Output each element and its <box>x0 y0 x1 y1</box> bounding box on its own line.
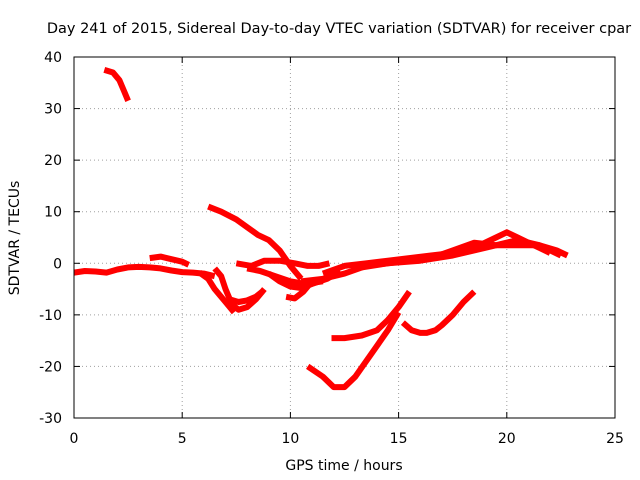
series-track-15 <box>300 239 569 285</box>
series-track-12 <box>306 310 402 391</box>
x-tick-label: 0 <box>70 431 79 447</box>
series-track-7 <box>197 270 237 315</box>
grid <box>74 57 615 418</box>
y-tick-label: 20 <box>44 153 62 169</box>
series-track-1 <box>103 67 131 102</box>
plot-frame <box>73 56 616 419</box>
y-axis-label: SDTVAR / TECUs <box>7 181 23 296</box>
x-tick-label: 25 <box>606 431 624 447</box>
y-tick-label: -10 <box>39 308 62 324</box>
series-track-3 <box>149 253 190 268</box>
series-track-8 <box>235 257 331 269</box>
chart-title: Day 241 of 2015, Sidereal Day-to-day VTE… <box>47 21 631 37</box>
data-series <box>73 67 569 391</box>
x-axis-label: GPS time / hours <box>285 458 402 474</box>
y-tick-label: -20 <box>39 359 62 375</box>
x-tick-label: 5 <box>178 431 187 447</box>
x-tick-label: 10 <box>281 431 299 447</box>
y-tick-label: 40 <box>44 50 62 66</box>
y-tick-label: 30 <box>44 102 62 118</box>
axis-ticks: 0 5 10 15 20 25 -30 -20 -10 0 10 20 30 40 <box>39 50 624 447</box>
series-track-13 <box>331 289 412 342</box>
x-tick-label: 15 <box>390 431 408 447</box>
series-track-5 <box>212 266 267 313</box>
series-track-6 <box>228 289 265 305</box>
series-track-17 <box>354 237 563 272</box>
y-tick-label: 10 <box>44 205 62 221</box>
series-track-11 <box>285 279 315 302</box>
y-tick-label: 0 <box>53 256 62 272</box>
x-tick-label: 20 <box>498 431 516 447</box>
series-track-2 <box>73 263 216 280</box>
series-track-14 <box>400 289 477 336</box>
y-tick-label: -30 <box>39 411 62 427</box>
